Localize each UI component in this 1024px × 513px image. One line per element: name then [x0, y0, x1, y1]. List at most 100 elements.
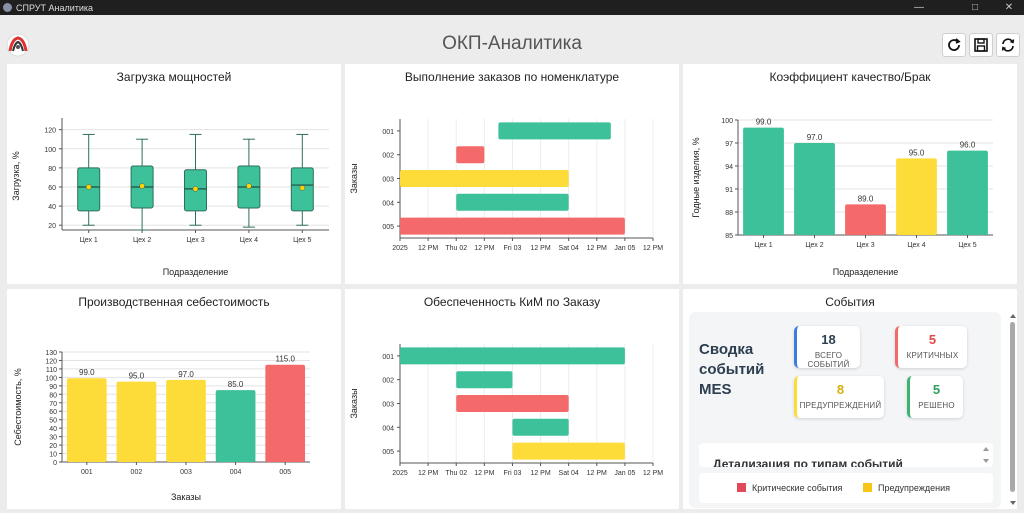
resolved-events-value: 5 — [932, 382, 941, 397]
x-tick-label: 004 — [230, 469, 242, 476]
bar-data-label: 97.0 — [807, 133, 823, 142]
x-tick-label: Цех 1 — [754, 242, 772, 249]
gantt-bar — [498, 122, 611, 140]
bar — [66, 378, 107, 462]
y-tick-label: 130 — [45, 350, 57, 357]
minimize-button[interactable]: — — [914, 2, 924, 13]
events-scrollbar[interactable] — [1008, 312, 1018, 509]
panel-title: Выполнение заказов по номенклатуре — [404, 70, 620, 84]
gantt-bar — [400, 170, 569, 187]
panel-title: События — [825, 295, 875, 309]
y-tick-label: 004 — [382, 200, 394, 207]
y-tick-label: 30 — [49, 435, 57, 442]
scrollbar-thumb[interactable] — [1010, 322, 1015, 492]
x-tick-label: 12 PM — [474, 245, 494, 252]
box-mean-point — [192, 186, 199, 192]
y-tick-label: 80 — [49, 392, 57, 399]
maximize-button[interactable]: □ — [971, 2, 979, 13]
critical-events-label: КРИТИЧНЫХ — [906, 351, 959, 360]
bar — [166, 379, 206, 462]
warning-events-label: ПРЕДУПРЕЖДЕНИЙ — [799, 401, 882, 410]
y-tick-label: 120 — [44, 128, 56, 135]
events-summary-title: Сводка событий MES — [699, 341, 765, 398]
events-detail-title: Детализация по типам событий — [713, 457, 903, 467]
gantt-bar — [456, 395, 569, 412]
y-tick-label: 100 — [721, 118, 733, 125]
box-mean-point — [299, 185, 306, 191]
y-tick-label: 70 — [49, 401, 57, 408]
x-tick-label: Sat 04 — [559, 470, 579, 477]
save-icon — [974, 38, 988, 52]
critical-events-card[interactable]: 5 КРИТИЧНЫХ — [895, 326, 967, 368]
materials-supply-panel: Обеспеченность КиМ по Заказу 2025 12 PM Th… — [345, 289, 679, 509]
y-tick-label: 003 — [382, 402, 394, 409]
detail-scroll-arrows-icon[interactable] — [982, 445, 990, 465]
warning-events-value: 8 — [836, 382, 845, 397]
scroll-up-icon[interactable] — [1009, 312, 1017, 320]
x-tick-label: Fri 03 — [503, 245, 521, 252]
save-button[interactable] — [969, 33, 993, 57]
events-detail-section[interactable]: Детализация по типам событий — [699, 443, 993, 467]
total-events-value: 18 — [821, 332, 836, 347]
y-tick-label: 20 — [48, 223, 56, 230]
bar-data-label: 99.0 — [79, 368, 95, 377]
bar — [794, 143, 835, 235]
window-titlebar: СПРУТ Аналитика — □ ✕ — [0, 0, 1024, 15]
order-fulfillment-chart: 2025 12 PM Thu 02 12 PM Fri 03 12 PM Sat 04 12 … — [349, 119, 663, 252]
bar — [947, 150, 988, 235]
x-tick-label: 12 PM — [530, 245, 550, 252]
legend-item-warning: Предупреждения — [863, 483, 950, 493]
gantt-bar — [456, 371, 513, 389]
events-panel: События Сводка событий MES 18 ВСЕГО СОБЫ… — [683, 289, 1017, 509]
y-tick-label: 60 — [48, 185, 56, 192]
x-tick-label: 12 PM — [418, 470, 438, 477]
capacity-load-panel: Загрузка мощностей 20 40 60 80 100 120 Цех 1 Це… — [7, 64, 341, 284]
quality-ratio-chart: 85 88 91 94 97 100 99.0 Цех 1 97.0 Цех 2 89.0 Цех 3… — [691, 118, 993, 277]
critical-events-value: 5 — [928, 332, 937, 347]
legend-label-warning: Предупреждения — [878, 483, 950, 493]
bar — [116, 381, 157, 462]
y-tick-label: 40 — [49, 426, 57, 433]
y-tick-label: 002 — [382, 378, 394, 385]
y-tick-label: 120 — [45, 358, 57, 365]
box-mean-point — [246, 183, 252, 189]
y-tick-label: 10 — [49, 452, 57, 459]
bar-data-label: 97.0 — [178, 370, 194, 379]
bar — [845, 204, 886, 235]
y-axis-label: Годные изделия, % — [691, 137, 701, 217]
x-tick-label: 005 — [279, 469, 291, 476]
materials-supply-chart: 2025 12 PM Thu 02 12 PM Fri 03 12 PM Sat 04 12 … — [349, 344, 663, 477]
y-tick-label: 60 — [49, 409, 57, 416]
bar-data-label: 95.0 — [909, 148, 925, 157]
octopus-logo-icon — [6, 33, 30, 57]
bar — [215, 390, 256, 462]
close-button[interactable]: ✕ — [1004, 2, 1014, 13]
refresh-button[interactable] — [942, 33, 966, 57]
y-tick-label: 0 — [53, 460, 57, 467]
y-tick-label: 110 — [46, 367, 57, 374]
page-title: ОКП-Аналитика — [442, 33, 582, 54]
y-tick-label: 003 — [382, 177, 394, 184]
legend-label-critical: Критические события — [752, 483, 843, 493]
resolved-events-card[interactable]: 5 РЕШЕНО — [907, 376, 963, 418]
legend-swatch-red — [737, 483, 746, 492]
scroll-down-icon[interactable] — [1009, 499, 1017, 507]
warning-events-card[interactable]: 8 ПРЕДУПРЕЖДЕНИЙ — [794, 376, 884, 418]
panel-title: Коэффициент качество/Брак — [769, 70, 931, 84]
sync-icon — [1001, 38, 1015, 52]
capacity-load-chart: 20 40 60 80 100 120 Цех 1 Цех 2 Цех 3 Цех 4 Цех 5 З… — [11, 118, 329, 277]
y-tick-label: 40 — [48, 204, 56, 211]
x-tick-label: Thu 02 — [445, 245, 467, 252]
gantt-bar — [512, 418, 569, 436]
sync-button[interactable] — [996, 33, 1020, 57]
x-tick-label: Цех 1 — [80, 237, 98, 244]
gantt-bar — [456, 193, 569, 211]
quality-ratio-panel: Коэффициент качество/Брак 85 88 91 94 97 100 9… — [683, 64, 1017, 284]
events-legend: Критические события Предупреждения — [699, 473, 993, 503]
x-tick-label: Цех 2 — [805, 242, 823, 249]
x-tick-label: 12 PM — [530, 470, 550, 477]
total-events-card[interactable]: 18 ВСЕГО СОБЫТИЙ — [794, 326, 860, 369]
x-axis-label: Подразделение — [833, 267, 899, 277]
production-cost-panel: Производственная себестоимость 0 10 20 30 40… — [7, 289, 341, 509]
y-tick-label: 100 — [44, 147, 56, 154]
